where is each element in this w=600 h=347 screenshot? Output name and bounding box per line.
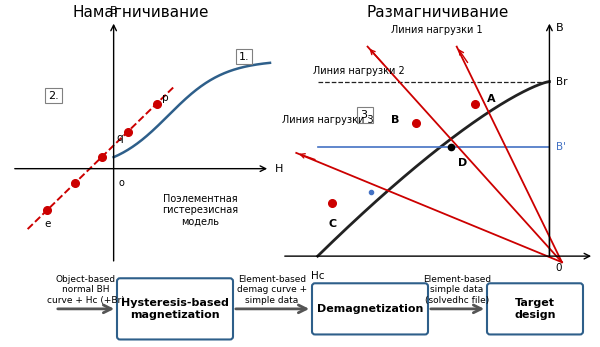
Text: Линия нагрузки 2: Линия нагрузки 2 [313,66,405,76]
Title: Намагничивание: Намагничивание [73,5,209,20]
Text: p: p [162,93,169,103]
Text: Hysteresis-based
magnetization: Hysteresis-based magnetization [121,298,229,320]
Text: D: D [458,158,467,168]
Text: B: B [391,115,399,125]
Text: 1.: 1. [239,52,250,62]
Text: e: e [44,219,51,229]
Text: Линия нагрузки 1: Линия нагрузки 1 [391,25,483,35]
Text: C: C [329,219,337,229]
FancyBboxPatch shape [117,278,233,339]
FancyBboxPatch shape [487,283,583,335]
Text: Demagnetization: Demagnetization [317,304,423,314]
Text: 3.: 3. [360,110,371,120]
Text: Element-based
simple data
(solvedhc file): Element-based simple data (solvedhc file… [423,275,491,305]
Text: Object-based
normal BH
curve + Hc (+Br): Object-based normal BH curve + Hc (+Br) [47,275,125,305]
Text: 0: 0 [556,263,562,273]
Text: B': B' [556,142,566,152]
Text: Element-based
demag curve +
simple data: Element-based demag curve + simple data [237,275,307,305]
Text: Линия нагрузки 3: Линия нагрузки 3 [282,115,374,125]
Title: Размагничивание: Размагничивание [367,5,509,20]
Text: B: B [110,6,118,16]
Text: Поэлементная
гистерезисная
модель: Поэлементная гистерезисная модель [162,194,238,227]
Text: Target
design: Target design [514,298,556,320]
Text: o: o [119,178,125,188]
Text: B: B [556,23,563,33]
Text: Br: Br [556,77,567,86]
Text: Hc: Hc [311,271,325,281]
FancyBboxPatch shape [312,283,428,335]
Text: H: H [275,164,284,174]
Text: q: q [116,133,123,143]
Text: A: A [487,94,496,104]
Text: 2.: 2. [48,91,59,101]
